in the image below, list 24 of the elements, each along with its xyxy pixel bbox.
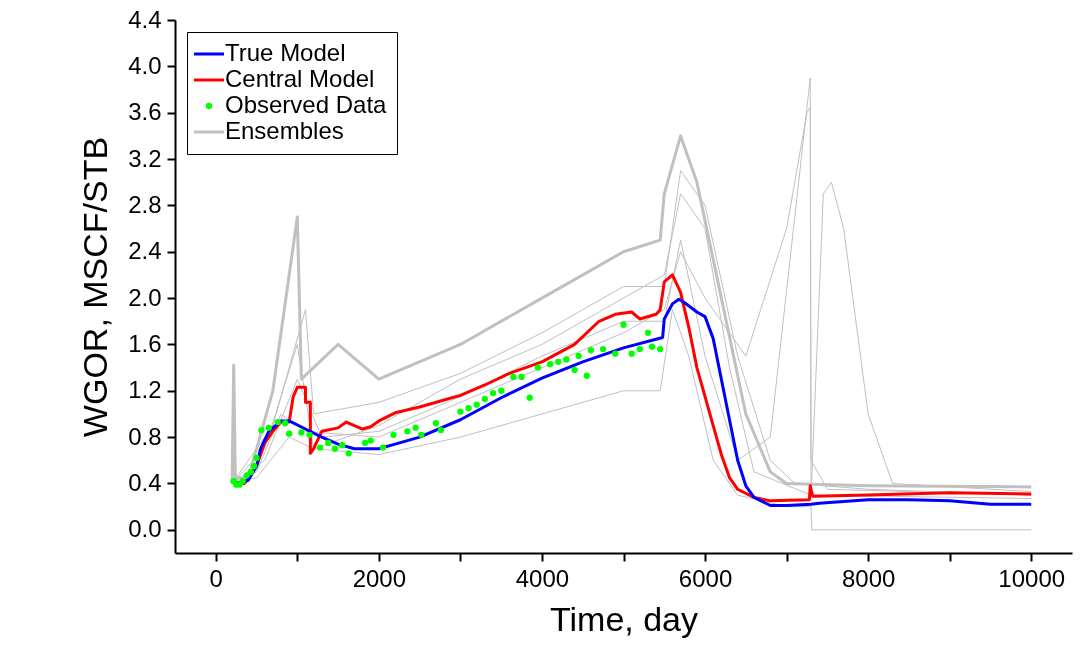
y-tick-label: 0.8 [128, 422, 162, 450]
x-axis-title: Time, day [549, 599, 699, 638]
legend-label: True Model [225, 39, 346, 66]
x-tick-label: 8000 [841, 564, 896, 592]
y-tick-label: 3.6 [128, 98, 162, 126]
y-tick-label: 0.0 [128, 515, 162, 543]
x-tick-label: 2000 [352, 564, 407, 592]
y-tick-label: 4.4 [128, 5, 162, 33]
x-tick-label: 0 [209, 564, 223, 592]
x-tick-label: 4000 [515, 564, 570, 592]
y-axis-title: WGOR, MSCF/STB [76, 136, 115, 438]
legend-label: Central Model [225, 65, 375, 92]
y-tick-label: 3.2 [128, 144, 162, 172]
y-tick-label: 1.6 [128, 329, 162, 357]
legend-label: Ensembles [225, 117, 344, 144]
y-tick-label: 2.4 [128, 237, 162, 265]
legend-label: Observed Data [225, 91, 388, 118]
y-tick-label: 1.2 [128, 376, 162, 404]
x-tick-label: 6000 [678, 564, 733, 592]
y-tick-label: 0.4 [128, 468, 162, 496]
y-tick-label: 4.0 [128, 51, 162, 79]
y-tick-label: 2.8 [128, 190, 162, 218]
y-tick-label: 2.0 [128, 283, 162, 311]
x-tick-label: 10000 [998, 564, 1066, 592]
